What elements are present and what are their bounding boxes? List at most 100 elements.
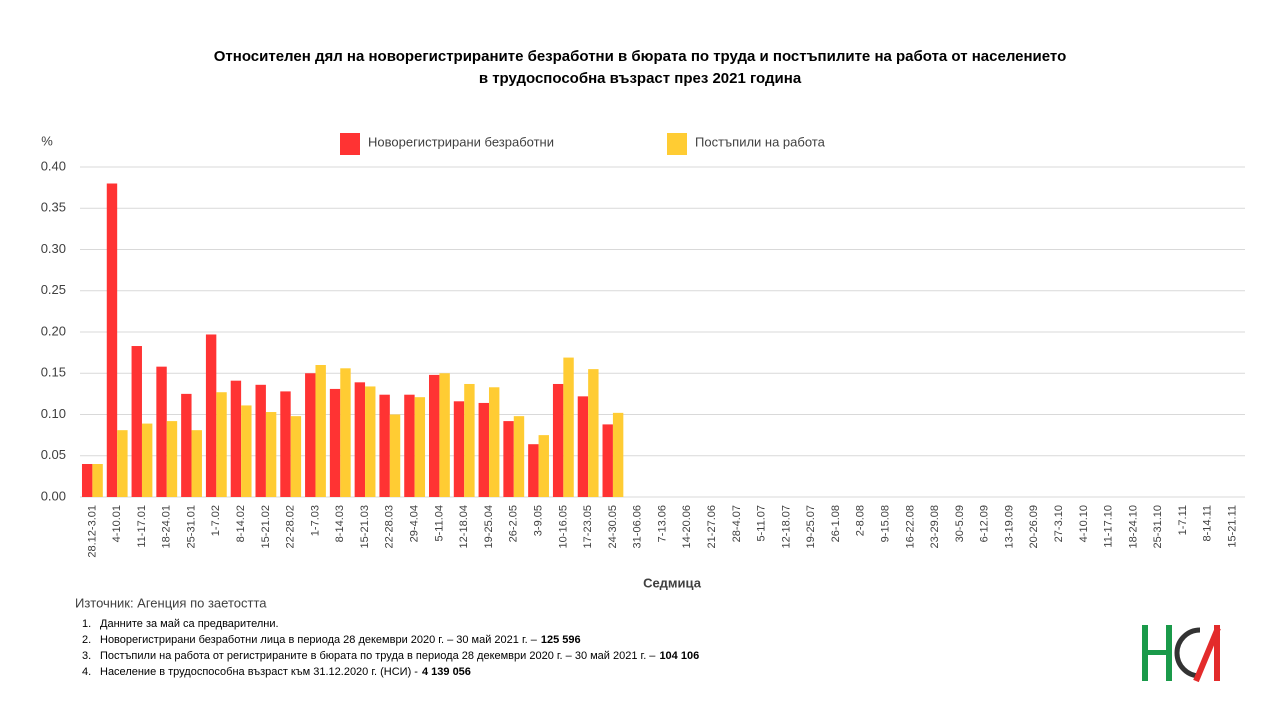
note-text: Данните за май са предварителни.: [100, 618, 279, 630]
note: Постъпили на работа от регистрираните в …: [100, 650, 699, 662]
legend-label: Новорегистрирани безработни: [368, 134, 554, 149]
bar: [602, 424, 613, 497]
source: Източник: Агенция по заетостта: [75, 595, 267, 610]
bar: [464, 383, 475, 497]
note: Новорегистрирани безработни лица в перио…: [100, 634, 581, 646]
bar: [503, 421, 514, 497]
y-tick-label: 0.00: [41, 488, 66, 503]
y-tick-label: 0.10: [41, 406, 66, 421]
note-number: 1.: [82, 618, 91, 630]
bar: [379, 394, 390, 497]
x-tick-label: 24-30.05: [607, 505, 619, 548]
y-tick-label: 0.05: [41, 447, 66, 462]
x-tick-label: 5-11.04: [433, 505, 445, 542]
x-tick-label: 10-16.05: [557, 505, 569, 548]
x-tick-label: 1-7.03: [309, 505, 321, 536]
bar: [329, 388, 341, 497]
note-value: 125 596: [541, 634, 581, 646]
x-tick-label: 8-14.02: [235, 505, 247, 542]
bar: [181, 393, 192, 497]
note-text: Население в трудоспособна възраст към 31…: [100, 666, 418, 678]
x-tick-label: 2-8.08: [855, 505, 867, 536]
bar: [453, 401, 465, 497]
x-tick-label: 25-31.10: [1152, 505, 1164, 548]
bar: [241, 405, 252, 497]
legend-swatch: [667, 133, 687, 155]
bar: [290, 416, 302, 497]
bar: [414, 397, 426, 497]
x-tick-label: 5-11.07: [756, 505, 768, 542]
y-tick-label: 0.25: [41, 282, 66, 297]
bar: [166, 421, 178, 497]
note-number: 3.: [82, 650, 91, 662]
x-tick-label: 8-14.03: [334, 505, 346, 542]
bar: [552, 383, 564, 497]
x-tick-label: 18-24.10: [1127, 505, 1139, 548]
bar: [81, 464, 93, 497]
note-number: 4.: [82, 666, 91, 678]
x-tick-label: 26-1.08: [830, 505, 842, 542]
note-value: 104 106: [659, 650, 699, 662]
x-tick-label: 25-31.01: [185, 505, 197, 548]
chart-title: Относителен дял на новорегистрираните бе…: [214, 48, 1066, 65]
bar: [315, 365, 326, 497]
bar: [92, 464, 103, 497]
bar: [528, 444, 539, 497]
bar: [513, 416, 525, 497]
x-tick-label: 31-06.06: [632, 505, 644, 548]
x-tick-label: 23-29.08: [929, 505, 941, 548]
x-tick-label: 18-24.01: [161, 505, 173, 548]
x-tick-label: 15-21.11: [1227, 505, 1239, 548]
bar: [280, 391, 291, 497]
bar: [389, 414, 401, 497]
bar: [404, 394, 415, 497]
note: Данните за май са предварителни.: [100, 618, 279, 630]
y-axis-label: %: [41, 133, 53, 148]
y-tick-label: 0.15: [41, 365, 66, 380]
bar: [305, 373, 316, 497]
note: Население в трудоспособна възраст към 31…: [100, 666, 471, 678]
x-axis-label: Седмица: [643, 575, 702, 590]
x-tick-label: 1-7.11: [1177, 505, 1189, 535]
x-tick-label: 19-25.04: [483, 505, 495, 548]
bar: [488, 387, 500, 497]
x-tick-label: 15-21.02: [260, 505, 272, 548]
bar: [340, 368, 351, 497]
x-tick-label: 14-20.06: [681, 505, 693, 548]
bar: [265, 412, 277, 497]
y-tick-label: 0.20: [41, 323, 66, 338]
bar: [156, 366, 167, 497]
x-tick-label: 22-28.03: [384, 505, 396, 548]
x-tick-label: 29-4.04: [409, 505, 421, 542]
legend-swatch: [340, 133, 360, 155]
x-tick-label: 13-19.09: [1003, 505, 1015, 548]
x-tick-label: 1-7.02: [210, 505, 222, 536]
bar: [588, 369, 599, 497]
logo: [1142, 625, 1221, 683]
x-tick-label: 11-17.10: [1103, 505, 1115, 548]
bar: [117, 430, 128, 497]
legend-label: Постъпили на работа: [695, 134, 826, 149]
bar: [141, 423, 153, 497]
bar: [439, 373, 450, 497]
x-tick-label: 9-15.08: [879, 505, 891, 542]
bar: [577, 396, 589, 497]
bar: [131, 346, 142, 497]
x-tick-label: 22-28.02: [285, 505, 297, 548]
x-tick-label: 28.12-3.01: [86, 505, 98, 558]
x-tick-label: 17-23.05: [582, 505, 594, 548]
x-tick-label: 21-27.06: [706, 505, 718, 548]
x-tick-label: 28-4.07: [731, 505, 743, 542]
x-tick-label: 30-5.09: [954, 505, 966, 542]
x-tick-label: 6-12.09: [979, 505, 991, 542]
bar: [538, 435, 549, 497]
chart-title: в трудоспособна възраст през 2021 година: [479, 70, 802, 87]
bar: [354, 382, 366, 497]
x-tick-label: 16-22.08: [904, 505, 916, 548]
x-tick-label: 11-17.01: [136, 505, 148, 548]
bar: [563, 357, 574, 497]
x-tick-label: 12-18.07: [780, 505, 792, 548]
bar: [612, 412, 624, 497]
x-tick-label: 12-18.04: [458, 505, 470, 548]
x-tick-label: 26-2.05: [508, 505, 520, 542]
